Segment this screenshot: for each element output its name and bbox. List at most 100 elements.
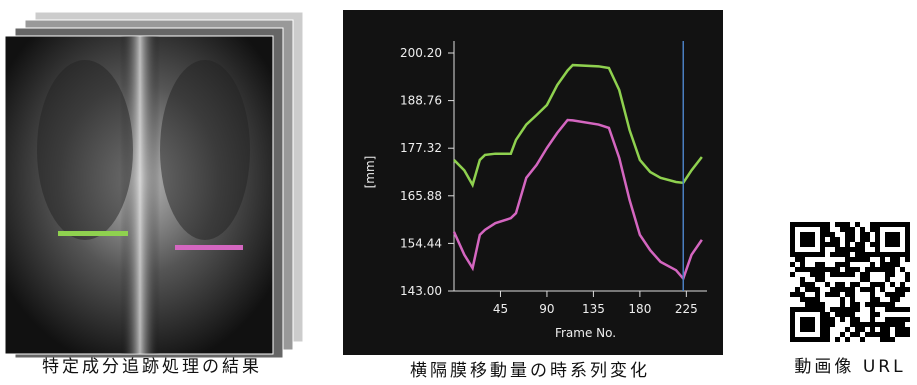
qr-cell (840, 252, 845, 257)
qr-cell (885, 337, 890, 342)
qr-cell (860, 252, 865, 257)
qr-cell (860, 257, 865, 262)
qr-cell (790, 222, 795, 227)
qr-cell (795, 337, 800, 342)
qr-cell (895, 262, 900, 267)
qr-cell (895, 322, 900, 327)
qr-cell (805, 232, 810, 237)
qr-cell (840, 332, 845, 337)
qr-cell (810, 237, 815, 242)
qr-cell (820, 232, 825, 237)
qr-cell (870, 312, 875, 317)
qr-cell (815, 262, 820, 267)
qr-cell (880, 262, 885, 267)
x-tick-label: 180 (628, 302, 651, 316)
qr-cell (840, 287, 845, 292)
x-tick-label: 135 (582, 302, 605, 316)
qr-cell (805, 287, 810, 292)
qr-cell (820, 337, 825, 342)
qr-cell (850, 237, 855, 242)
qr-cell (810, 297, 815, 302)
qr-cell (895, 232, 900, 237)
qr-cell (870, 302, 875, 307)
qr-cell (790, 252, 795, 257)
qr-cell (875, 322, 880, 327)
qr-cell (800, 232, 805, 237)
qr-cell (845, 237, 850, 242)
qr-cell (835, 247, 840, 252)
qr-cell (900, 327, 905, 332)
qr-cell (895, 257, 900, 262)
qr-cell (850, 297, 855, 302)
qr-cell (870, 292, 875, 297)
qr-cell (890, 242, 895, 247)
qr-cell (830, 317, 835, 322)
qr-cell (845, 257, 850, 262)
qr-cell (855, 302, 860, 307)
qr-cell (900, 307, 905, 312)
qr-cell (805, 307, 810, 312)
qr-cell (835, 252, 840, 257)
qr-cell (875, 237, 880, 242)
qr-cell (835, 272, 840, 277)
qr-cell (845, 312, 850, 317)
qr-cell (815, 307, 820, 312)
qr-cell (905, 257, 910, 262)
qr-cell (805, 267, 810, 272)
qr-cell (830, 252, 835, 257)
qr-cell (870, 317, 875, 322)
qr-cell (825, 327, 830, 332)
qr-cell (850, 317, 855, 322)
qr-cell (840, 282, 845, 287)
qr-cell (800, 337, 805, 342)
qr-cell (790, 332, 795, 337)
qr-cell (835, 337, 840, 342)
qr-cell (870, 262, 875, 267)
qr-cell (825, 282, 830, 287)
qr-cell (795, 252, 800, 257)
qr-cell (880, 282, 885, 287)
qr-cell (810, 307, 815, 312)
qr-cell (895, 222, 900, 227)
qr-cell (865, 277, 870, 282)
qr-cell (830, 287, 835, 292)
qr-cell (890, 262, 895, 267)
qr-cell (845, 287, 850, 292)
qr-cell (820, 302, 825, 307)
qr-cell (875, 242, 880, 247)
qr-cell (865, 232, 870, 237)
qr-cell (850, 322, 855, 327)
caption: 横隔膜移動量の時系列変化 (410, 361, 650, 381)
qr-cell (890, 222, 895, 227)
qr-cell (900, 317, 905, 322)
qr-cell (855, 222, 860, 227)
qr-cell (800, 262, 805, 267)
qr-cell (905, 222, 910, 227)
qr-cell (905, 327, 910, 332)
qr-cell (820, 272, 825, 277)
qr-cell (895, 287, 900, 292)
qr-cell (815, 267, 820, 272)
qr-cell (805, 237, 810, 242)
qr-cell (905, 317, 910, 322)
qr-cell (855, 332, 860, 337)
qr-cell (815, 297, 820, 302)
qr-cell (895, 307, 900, 312)
qr-cell (825, 267, 830, 272)
qr-cell (890, 282, 895, 287)
qr-cell (875, 232, 880, 237)
qr-cell (890, 232, 895, 237)
qr-cell (870, 307, 875, 312)
qr-cell (880, 302, 885, 307)
qr-cell (875, 302, 880, 307)
qr-cell (790, 272, 795, 277)
qr-cell (835, 292, 840, 297)
qr-cell (790, 322, 795, 327)
qr-cell (885, 307, 890, 312)
qr-cell (860, 237, 865, 242)
qr-cell (890, 297, 895, 302)
qr-cell (805, 337, 810, 342)
qr-cell (810, 222, 815, 227)
qr-cell (845, 227, 850, 232)
qr-cell (800, 267, 805, 272)
